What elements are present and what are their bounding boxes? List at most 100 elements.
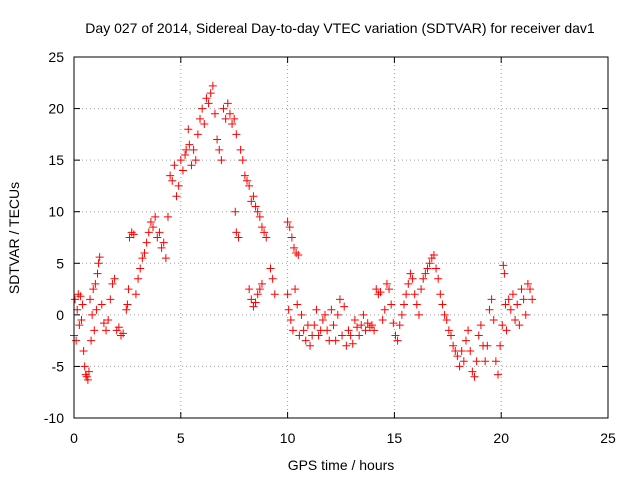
data-point: [327, 305, 336, 314]
data-points: [70, 81, 537, 384]
data-point: [76, 292, 85, 301]
data-point: [73, 305, 82, 314]
data-point: [370, 326, 379, 335]
data-point: [526, 285, 535, 294]
data-point: [221, 114, 230, 123]
data-point: [251, 298, 260, 307]
data-point: [285, 223, 294, 232]
data-point: [228, 120, 237, 129]
data-point: [238, 156, 247, 165]
data-point: [408, 274, 417, 283]
data-point: [442, 316, 451, 325]
data-point: [124, 285, 133, 294]
data-point: [513, 300, 522, 309]
data-point: [506, 305, 515, 314]
data-point: [436, 290, 445, 299]
data-point: [249, 192, 258, 201]
data-point: [380, 305, 389, 314]
data-point: [284, 305, 293, 314]
data-point: [217, 156, 226, 165]
data-point: [159, 238, 168, 247]
y-tick-label: 0: [56, 307, 64, 323]
data-point: [301, 336, 310, 345]
y-tick-label: 25: [48, 49, 64, 65]
x-axis-ticks: 0 5 10 15 20 25: [70, 57, 616, 446]
data-point: [412, 300, 421, 309]
data-point: [391, 331, 400, 340]
data-point: [323, 326, 332, 335]
data-point: [172, 192, 181, 201]
data-point: [255, 212, 264, 221]
data-point: [232, 130, 241, 139]
data-point: [481, 357, 490, 366]
y-tick-label: 10: [48, 204, 64, 220]
data-point: [253, 207, 262, 216]
data-point: [314, 331, 323, 340]
data-point: [247, 295, 256, 304]
data-point: [461, 336, 470, 345]
data-point: [247, 197, 256, 206]
data-point: [257, 223, 266, 232]
data-point: [491, 357, 500, 366]
data-point: [295, 331, 304, 340]
data-point: [75, 321, 84, 330]
data-point: [213, 135, 222, 144]
data-point: [84, 367, 93, 376]
data-point: [378, 316, 387, 325]
data-point: [253, 290, 262, 299]
data-point: [410, 290, 419, 299]
data-point: [87, 336, 96, 345]
data-point: [335, 295, 344, 304]
data-point: [202, 94, 211, 103]
data-point: [99, 319, 108, 328]
data-point: [434, 274, 443, 283]
chart-title: Day 027 of 2014, Sidereal Day-to-day VTE…: [85, 20, 595, 36]
data-point: [245, 285, 254, 294]
data-point: [245, 181, 254, 190]
data-point: [268, 274, 277, 283]
data-point: [119, 329, 128, 338]
data-point: [77, 316, 86, 325]
data-point: [453, 352, 462, 361]
data-point: [306, 341, 315, 350]
data-point: [353, 323, 362, 332]
data-point: [483, 341, 492, 350]
data-point: [487, 295, 496, 304]
data-point: [176, 156, 185, 165]
y-tick-label: -10: [44, 410, 64, 426]
data-point: [104, 316, 113, 325]
data-point: [440, 310, 449, 319]
data-point: [333, 310, 342, 319]
data-point: [287, 233, 296, 242]
data-point: [376, 288, 385, 297]
data-point: [89, 285, 98, 294]
data-point: [340, 302, 349, 311]
data-point: [200, 120, 209, 129]
data-point: [464, 326, 473, 335]
data-point: [257, 279, 266, 288]
data-point: [291, 285, 300, 294]
data-point: [498, 321, 507, 330]
data-point: [208, 81, 217, 90]
data-point: [88, 310, 97, 319]
data-point: [236, 145, 245, 154]
data-point: [402, 290, 411, 299]
data-point: [447, 331, 456, 340]
data-point: [476, 321, 485, 330]
data-point: [331, 336, 340, 345]
data-point: [455, 362, 464, 371]
data-point: [230, 114, 239, 123]
data-point: [249, 302, 258, 311]
data-point: [94, 259, 103, 268]
data-point: [421, 269, 430, 278]
data-point: [102, 326, 111, 335]
data-point: [417, 285, 426, 294]
data-point: [389, 319, 398, 328]
data-point: [294, 251, 303, 260]
data-point: [266, 264, 275, 273]
data-point: [444, 326, 453, 335]
data-point: [365, 323, 374, 332]
data-point: [457, 346, 466, 355]
data-point: [231, 207, 240, 216]
data-point: [170, 161, 179, 170]
